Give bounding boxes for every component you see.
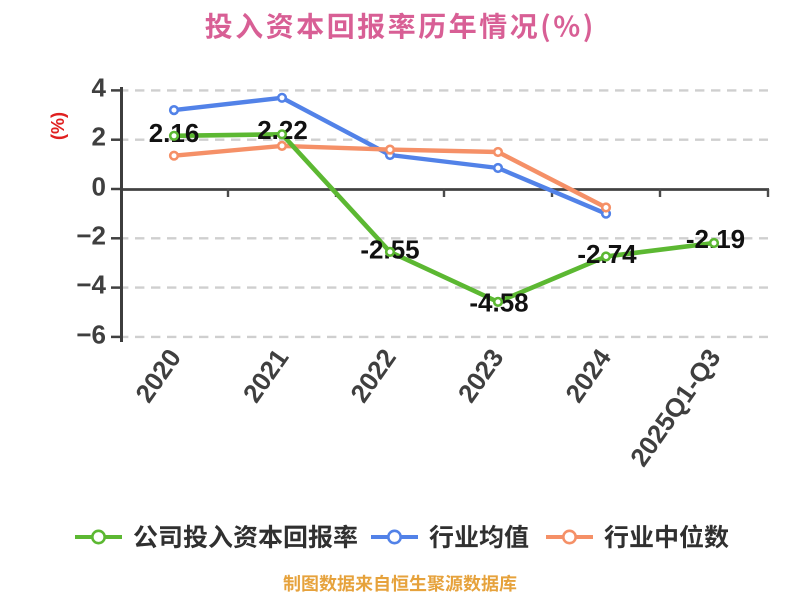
- svg-text:(%): (%): [48, 112, 68, 140]
- svg-text:2024: 2024: [559, 343, 617, 408]
- svg-text:−6: −6: [76, 320, 106, 350]
- svg-text:2023: 2023: [452, 343, 510, 408]
- svg-text:−2: −2: [76, 221, 106, 251]
- svg-text:0: 0: [92, 172, 106, 202]
- svg-text:2022: 2022: [344, 343, 402, 408]
- svg-text:2021: 2021: [237, 343, 295, 408]
- svg-text:2020: 2020: [129, 343, 187, 408]
- svg-text:2025Q1-Q3: 2025Q1-Q3: [624, 343, 727, 472]
- svg-text:4: 4: [92, 73, 107, 103]
- svg-text:−4: −4: [76, 270, 106, 300]
- svg-text:2: 2: [92, 122, 106, 152]
